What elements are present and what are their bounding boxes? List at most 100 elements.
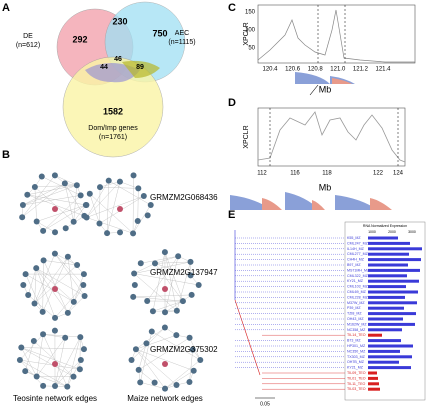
network-node [33,218,40,225]
gene-label: GRMZM2G068436 [150,193,218,202]
x-tick-label: 122 [373,171,384,177]
label: 292 [72,34,87,44]
network-node [148,328,155,335]
network-edge [189,349,193,383]
expression-bar [368,252,409,256]
network-edge [152,252,166,312]
network-node [74,262,81,269]
network-edge [36,334,44,377]
network-edge [67,337,81,387]
network-node [19,214,26,221]
network-node [104,230,111,237]
network-edge [135,349,194,371]
leaf-label: B97_MZ [347,263,361,267]
network-node [24,191,31,198]
x-tick-label: 120.4 [262,67,278,73]
network-node [137,260,144,267]
network-edge [54,359,81,387]
network-node [187,272,194,279]
network-node [179,298,186,305]
panel-letter: E [228,209,235,221]
network-node [137,379,144,386]
network-edge [86,195,144,218]
network-edge [54,175,77,186]
network-node [130,293,137,300]
network-node [143,340,150,347]
network-node [70,218,77,225]
network-node [22,368,29,375]
network-edge [176,261,191,311]
x-tick-label: 120.6 [285,67,301,73]
leaf-label: OH43_MZ [347,317,364,321]
plot-c [257,4,416,84]
network-edge [54,253,85,297]
network-node [40,227,47,234]
network-edge [67,256,75,302]
network-edge [28,294,56,319]
network-edge [67,359,82,387]
network-edge [135,349,166,389]
network-edge [42,256,69,312]
network-edge [73,274,85,302]
expression-bar [368,290,418,294]
network-node [130,230,137,237]
network-node [144,298,151,305]
network-edge [164,256,179,313]
network-edge [36,204,86,222]
network-edge [41,176,81,196]
network-node [62,334,69,341]
network-node [189,346,196,353]
network-node [131,282,138,289]
network-node [38,173,45,180]
leaf-label: CML277_MZ [347,252,369,256]
expression-bar [368,376,378,380]
gene-label: GRMZM2G375302 [150,345,218,354]
network-edge [135,334,177,350]
network-edge [21,347,37,377]
network-node [52,383,59,390]
expression-bar [368,349,400,353]
network-node [33,265,40,272]
network-edge [132,204,151,234]
network-node [40,382,47,389]
network-edge [140,382,166,389]
tree-box [234,221,426,401]
network-node [173,332,180,339]
network-node [19,202,26,209]
scale-label: 0.05 [260,401,270,407]
x-tick-label: 121.0 [330,67,346,73]
leaf-label: CML69_MZ [347,290,367,294]
network-edge [134,273,199,286]
network-node [135,366,142,373]
expression-bar [368,247,422,251]
network-edge [86,180,109,218]
leaf-label: TIL01_TEO [347,376,366,380]
label: DE [23,33,33,40]
expression-bar [368,312,416,316]
network-node [117,229,124,236]
network-edge [34,185,77,188]
network-edge [25,273,74,303]
network-edge [64,183,85,217]
y-axis-label: XPCLR [243,22,250,45]
network-node [132,346,139,353]
expression-bar [368,317,403,321]
network-node [162,309,169,316]
label: 89 [136,64,144,71]
label: 750 [152,28,167,38]
network-edge [34,253,56,304]
network-edge [140,331,152,383]
network-node [64,253,71,260]
network-node [162,385,169,392]
leaf-label: TX303_MZ [347,355,366,359]
network-edge [19,359,68,387]
network-edge [36,268,85,297]
network-node [83,202,90,209]
expression-bar [368,355,412,359]
panel-letter: C [228,2,236,14]
expression-bar [368,241,410,245]
network-edge [67,295,85,313]
network-edge [34,256,69,304]
panel-letter: B [2,149,10,161]
network-node [80,282,87,288]
